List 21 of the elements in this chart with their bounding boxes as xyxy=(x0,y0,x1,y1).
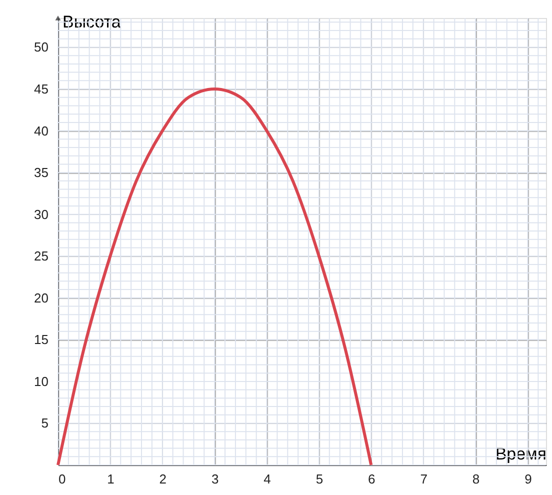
x-tick-label: 7 xyxy=(420,472,428,486)
x-tick-label: 2 xyxy=(159,472,166,486)
y-tick-label: 15 xyxy=(34,332,48,348)
x-tick-label: 5 xyxy=(316,472,324,486)
x-tick-label: 4 xyxy=(264,472,271,486)
y-tick-label: 35 xyxy=(34,165,48,180)
x-tick-label: 8 xyxy=(472,472,480,486)
x-tick-label: 1 xyxy=(107,472,114,486)
y-tick-label: 45 xyxy=(34,82,48,97)
y-tick-label: 5 xyxy=(41,416,48,431)
y-tick-label: 30 xyxy=(34,206,48,222)
line-series xyxy=(56,88,373,466)
y-tick-label: 50 xyxy=(34,40,48,55)
x-tick-label: 9 xyxy=(524,472,532,486)
x-tick-label: 0 xyxy=(58,472,66,486)
x-tick-label: 3 xyxy=(211,472,219,486)
x-tick-label: 6 xyxy=(368,472,376,486)
y-tick-label: 20 xyxy=(34,290,48,306)
y-tick-label: 40 xyxy=(34,123,48,138)
y-tick-label: 10 xyxy=(34,374,48,389)
y-tick-label: 25 xyxy=(34,248,48,264)
